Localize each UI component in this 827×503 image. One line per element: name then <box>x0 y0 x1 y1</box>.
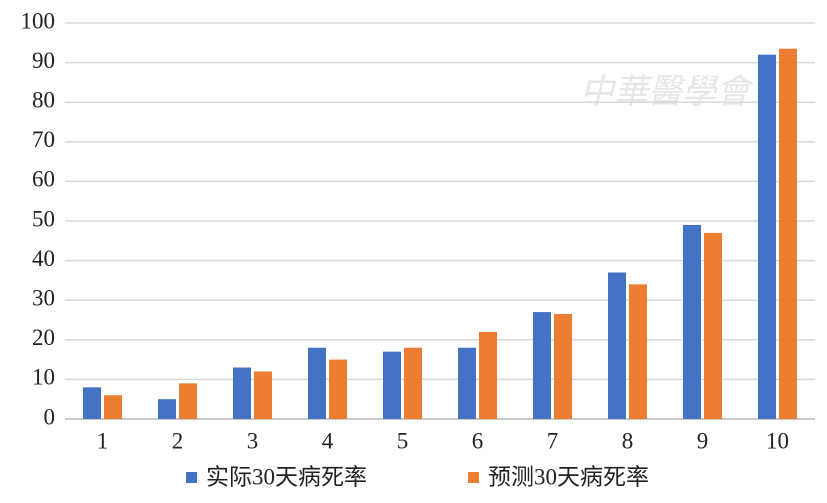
bar <box>608 272 626 419</box>
bar <box>83 387 101 419</box>
x-tick-label: 6 <box>472 428 484 453</box>
bar <box>329 359 347 419</box>
watermark: 中華醫學會 <box>580 74 755 111</box>
x-tick-label: 9 <box>697 428 709 453</box>
y-tick-label: 40 <box>32 246 55 271</box>
bar <box>704 232 722 419</box>
x-tick-label: 10 <box>766 428 789 453</box>
x-tick-label: 2 <box>172 428 184 453</box>
bar <box>308 347 326 419</box>
y-tick-label: 20 <box>32 325 55 350</box>
y-tick-label: 70 <box>32 127 55 152</box>
bar <box>458 347 476 419</box>
bar <box>254 371 272 419</box>
x-tick-label: 4 <box>322 428 334 453</box>
bar <box>233 367 251 419</box>
y-tick-label: 80 <box>32 87 55 112</box>
bar <box>758 54 776 420</box>
legend-label: 实际30天病死率 <box>206 464 367 489</box>
legend-swatch <box>468 472 479 483</box>
bar <box>158 399 176 419</box>
x-tick-label: 5 <box>397 428 409 453</box>
y-tick-label: 100 <box>21 8 56 33</box>
x-tick-label: 1 <box>97 428 109 453</box>
bar <box>554 314 572 419</box>
bar <box>404 347 422 419</box>
y-tick-label: 30 <box>32 285 55 310</box>
x-tick-label: 8 <box>622 428 634 453</box>
y-tick-label: 10 <box>32 365 55 390</box>
y-tick-label: 90 <box>32 48 55 73</box>
x-tick-label: 7 <box>547 428 559 453</box>
y-tick-label: 0 <box>44 404 56 429</box>
legend-label: 预测30天病死率 <box>488 464 649 489</box>
legend-swatch <box>186 472 197 483</box>
bar <box>683 224 701 419</box>
bar <box>779 48 797 420</box>
bar <box>479 331 497 419</box>
bar <box>383 351 401 419</box>
bar <box>629 284 647 419</box>
x-tick-label: 3 <box>247 428 259 453</box>
y-tick-label: 60 <box>32 167 55 192</box>
bar <box>533 312 551 419</box>
bar <box>104 395 122 419</box>
bar <box>179 383 197 419</box>
y-tick-label: 50 <box>32 206 55 231</box>
